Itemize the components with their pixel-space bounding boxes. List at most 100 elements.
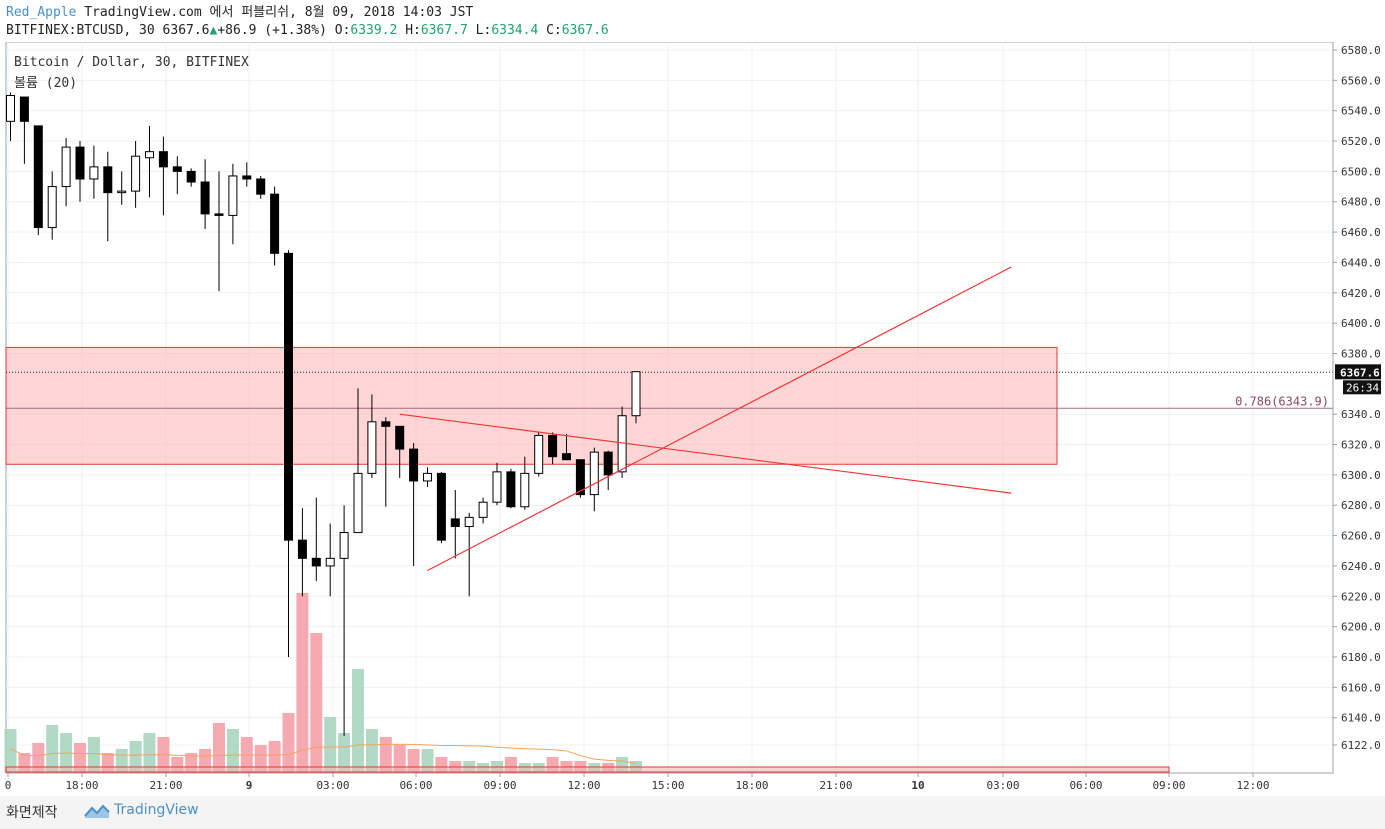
candle-body [395, 425, 405, 450]
resistance-zone [5, 346, 1058, 465]
footer-bar: 화면제작 TradingView [0, 796, 1385, 829]
volume-bar [324, 717, 337, 773]
tradingview-logo-icon[interactable] [84, 802, 110, 820]
candle-body [145, 151, 154, 159]
price-chart[interactable]: 0.786(6343.9) 6580.0 6560.0 6540.0 6520.0 650… [0, 42, 1385, 796]
candle-body [506, 471, 516, 508]
time-tick-label: 12:00 [1236, 779, 1269, 792]
candle-body [186, 170, 196, 183]
volume-bar [213, 723, 225, 773]
time-tick-label: 15:00 [651, 779, 684, 792]
series-legend: Bitcoin / Dollar, 30, BITFINEX [14, 55, 249, 70]
change-value: +86.9 (+1.38%) [217, 23, 327, 38]
time-tick-label: 10 [911, 779, 924, 792]
low-value: 6334.4 [491, 23, 539, 38]
candle-body [436, 472, 446, 541]
price-tick-label: 6260.0 [1341, 530, 1381, 543]
time-tick-label: 0 [5, 779, 12, 792]
candle-body [131, 155, 141, 192]
author-link[interactable]: Red_Apple [6, 5, 77, 20]
candle-body [33, 125, 43, 229]
time-tick-label: 18:00 [735, 779, 768, 792]
volume-bar [365, 729, 378, 773]
candle-body [381, 421, 391, 427]
volume-bar [296, 593, 309, 773]
candle-body [297, 539, 307, 559]
price-tick-label: 6520.0 [1341, 135, 1381, 148]
volume-legend: 볼륨 (20) [14, 76, 78, 91]
candle-body [172, 166, 182, 172]
time-tick-label: 06:00 [399, 779, 432, 792]
price-tick-label: 6200.0 [1341, 621, 1381, 634]
price-tick-label: 6140.0 [1341, 712, 1381, 725]
time-tick-label: 06:00 [1069, 779, 1102, 792]
countdown-label: 26:34 [1346, 381, 1379, 394]
time-tick-label: 12:00 [567, 779, 600, 792]
ohlc-line: BITFINEX:BTCUSD, 30 6367.6▲+86.9 (+1.38%… [6, 22, 609, 40]
last-price-tag-label: 6367.6 [1340, 366, 1380, 379]
candle-body [200, 181, 210, 215]
symbol-label: BITFINEX:BTCUSD, 30 [6, 23, 155, 38]
candle-body [228, 175, 238, 216]
volume-bar [254, 745, 267, 773]
price-axis-bg [1333, 42, 1385, 773]
open-label: O: [334, 23, 351, 38]
price-tick-label: 6420.0 [1341, 287, 1381, 300]
up-arrow-icon: ▲ [209, 23, 218, 38]
volume-bar [4, 729, 17, 773]
candle-body [270, 193, 280, 254]
candle-body [478, 501, 488, 518]
candle-body [367, 421, 377, 474]
price-tick-label: 6160.0 [1341, 681, 1381, 694]
candle-body [6, 95, 15, 122]
chart-header: Red_Apple TradingView.com 에서 퍼블리쉬, 8월 09… [0, 0, 1385, 42]
candle-body [534, 434, 544, 474]
volume-bar [379, 737, 392, 773]
candle-body [409, 448, 419, 482]
price-tick-label: 6300.0 [1341, 469, 1381, 482]
price-tick-label: 6280.0 [1341, 499, 1381, 512]
volume-bar [87, 737, 100, 773]
high-label: H: [405, 23, 421, 38]
time-tick-label: 09:00 [483, 779, 516, 792]
time-tick-label: 09:00 [1152, 779, 1185, 792]
price-tick-label: 6380.0 [1341, 347, 1381, 360]
candle-body [103, 166, 113, 194]
candle-body [256, 178, 266, 195]
price-tick-label: 6460.0 [1341, 226, 1381, 239]
baseline-strip [5, 766, 1170, 773]
candle-body [117, 190, 127, 194]
candle-body [548, 434, 558, 458]
volume-bar [352, 669, 364, 773]
low-label: L: [475, 23, 492, 38]
volume-bar [310, 633, 323, 773]
candle-body [492, 471, 502, 503]
publish-info: TradingView.com 에서 퍼블리쉬, 8월 09, 2018 14:… [84, 5, 474, 20]
tradingview-brand[interactable]: TradingView [114, 802, 199, 818]
candle-body [311, 557, 321, 567]
last-price: 6367.6 [162, 23, 210, 38]
time-tick-label: 9 [246, 779, 253, 792]
trendline [427, 266, 1012, 572]
candle-body [589, 451, 599, 496]
volume-bar [282, 713, 295, 773]
price-tick-label: 6500.0 [1341, 165, 1381, 178]
candle-body [75, 146, 85, 180]
price-tick-label: 6560.0 [1341, 74, 1381, 87]
candle-body [603, 451, 613, 476]
price-tick-label: 6480.0 [1341, 196, 1381, 209]
price-tick-label: 6540.0 [1341, 105, 1381, 118]
candle-body [339, 532, 349, 559]
volume-bar [226, 729, 239, 773]
candle-body [562, 453, 571, 461]
volume-ma-line [10, 743, 637, 765]
price-tick-label: 6320.0 [1341, 439, 1381, 452]
countdown-tag [1343, 380, 1381, 395]
trendline [399, 413, 1012, 494]
volume-bar [338, 733, 351, 773]
volume-bar [143, 733, 156, 773]
candle-body [450, 518, 460, 527]
time-tick-label: 21:00 [819, 779, 852, 792]
volume-bar [129, 741, 142, 773]
publish-line: Red_Apple TradingView.com 에서 퍼블리쉬, 8월 09… [6, 4, 473, 22]
